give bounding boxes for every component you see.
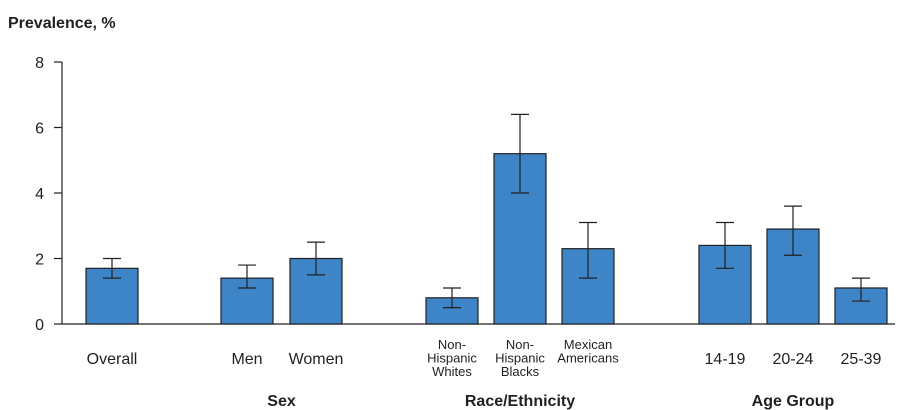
category-label: Blacks [501,364,540,379]
category-label: Americans [557,351,619,366]
category-label: 20-24 [773,351,814,368]
y-axis-ticks: 0 2 4 6 8 [35,55,62,334]
group-labels: Sex Race/Ethnicity Age Group [267,393,834,410]
category-label: Women [289,351,344,368]
category-label: Whites [432,364,472,379]
category-label: Men [231,351,262,368]
bar [698,244,752,325]
bars [85,153,888,325]
category-label: Mexican [564,337,612,352]
category-label: Overall [87,351,138,368]
y-tick-label: 6 [35,121,44,138]
y-tick-label: 8 [35,55,44,72]
category-labels: Overall Men WomenNon-HispanicWhitesNon-His… [87,337,882,379]
y-tick-label: 2 [35,252,44,269]
group-label: Age Group [752,393,835,410]
category-label: Non- [506,337,534,352]
y-tick-label: 0 [35,317,44,334]
category-label: Hispanic [495,351,545,366]
y-tick-label: 4 [35,186,44,203]
y-axis-title: Prevalence, % [8,15,116,32]
category-label: Hispanic [427,351,477,366]
bar [766,228,820,325]
category-label: 25-39 [841,351,882,368]
category-label: 14-19 [705,351,746,368]
error-bars [103,113,870,309]
group-label: Sex [267,393,296,410]
category-label: Non- [438,337,466,352]
group-label: Race/Ethnicity [465,393,575,410]
